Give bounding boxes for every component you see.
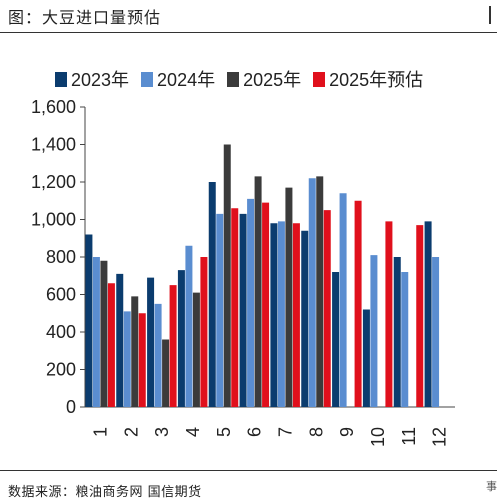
x-tick-label: 4 bbox=[183, 427, 203, 437]
bar-s2025f-6 bbox=[262, 202, 270, 407]
legend-swatch-2025-forecast bbox=[313, 71, 326, 87]
y-tick-label: 200 bbox=[46, 360, 76, 380]
data-source-note: 数据来源：粮油商务网 国信期货 bbox=[8, 485, 202, 500]
legend-item-2023: 2023年 bbox=[55, 66, 129, 92]
bar-s2024-10 bbox=[370, 255, 378, 407]
legend-label-2025-forecast: 2025年预估 bbox=[329, 70, 424, 90]
bar-s2024-8 bbox=[308, 178, 316, 407]
y-tick-label: 1,000 bbox=[31, 210, 76, 230]
x-tick-label: 1 bbox=[90, 427, 110, 437]
bar-s2024-2 bbox=[123, 311, 131, 407]
bar-s2023-3 bbox=[147, 277, 155, 407]
y-tick-label: 800 bbox=[46, 247, 76, 267]
x-tick-label: 9 bbox=[337, 427, 357, 437]
legend-item-2025-forecast: 2025年预估 bbox=[313, 66, 423, 92]
bar-s2025-2 bbox=[131, 296, 139, 407]
legend-label-2024: 2024年 bbox=[157, 70, 216, 90]
legend-item-2025: 2025年 bbox=[227, 66, 301, 92]
legend-swatch-2025 bbox=[227, 71, 240, 87]
bar-s2023-11 bbox=[393, 257, 401, 407]
y-tick-label: 600 bbox=[46, 285, 76, 305]
x-tick-label: 12 bbox=[430, 427, 450, 447]
page-edge-char: 事 bbox=[486, 480, 497, 493]
bar-s2025f-11 bbox=[416, 225, 424, 407]
bar-s2025f-5 bbox=[231, 208, 239, 407]
bar-s2025f-4 bbox=[200, 257, 208, 407]
bar-s2024-5 bbox=[216, 213, 224, 407]
bar-s2024-6 bbox=[247, 198, 255, 407]
bar-s2023-5 bbox=[208, 182, 216, 407]
x-tick-label: 7 bbox=[275, 427, 295, 437]
bar-s2024-7 bbox=[277, 221, 285, 407]
bar-s2023-10 bbox=[362, 309, 370, 407]
y-tick-label: 1,200 bbox=[31, 172, 76, 192]
bar-s2024-12 bbox=[432, 257, 440, 407]
bar-s2025-8 bbox=[316, 176, 324, 407]
bar-s2025-7 bbox=[285, 187, 293, 407]
bar-s2025f-1 bbox=[107, 283, 115, 407]
bar-s2025f-8 bbox=[323, 210, 331, 407]
bar-s2024-3 bbox=[154, 303, 162, 407]
bar-s2023-12 bbox=[424, 221, 432, 407]
bar-s2025-4 bbox=[192, 292, 200, 407]
x-tick-label: 11 bbox=[399, 427, 419, 446]
bar-s2025-5 bbox=[223, 144, 231, 407]
bar-s2024-1 bbox=[92, 257, 100, 407]
bar-s2023-4 bbox=[177, 270, 185, 407]
bar-s2025f-2 bbox=[138, 313, 146, 407]
bar-s2023-8 bbox=[301, 230, 309, 407]
legend-item-2024: 2024年 bbox=[141, 66, 215, 92]
y-tick-label: 1,600 bbox=[31, 97, 76, 117]
x-tick-label: 10 bbox=[368, 427, 388, 447]
x-tick-label: 6 bbox=[245, 427, 265, 437]
y-tick-label: 0 bbox=[66, 397, 76, 417]
page-edge-marker bbox=[489, 6, 491, 24]
bar-s2023-9 bbox=[332, 272, 340, 407]
bar-s2025-6 bbox=[254, 176, 262, 407]
bar-s2024-4 bbox=[185, 245, 193, 407]
title-divider bbox=[0, 32, 497, 33]
chart-legend: 2023年 2024年 2025年 2025年预估 bbox=[55, 66, 423, 92]
source-divider bbox=[0, 470, 497, 471]
bar-s2025-3 bbox=[162, 339, 170, 407]
x-tick-label: 2 bbox=[121, 427, 141, 437]
x-tick-label: 8 bbox=[306, 427, 326, 437]
bar-s2025f-3 bbox=[169, 285, 177, 407]
bar-s2024-9 bbox=[339, 193, 347, 407]
legend-swatch-2023 bbox=[55, 71, 67, 87]
bar-s2023-6 bbox=[239, 213, 247, 407]
bar-s2025f-9 bbox=[354, 200, 362, 407]
legend-label-2023: 2023年 bbox=[71, 70, 130, 90]
y-tick-label: 1,400 bbox=[31, 135, 76, 155]
y-tick-label: 400 bbox=[46, 322, 76, 342]
bar-s2023-1 bbox=[85, 234, 93, 407]
legend-label-2025: 2025年 bbox=[243, 70, 302, 90]
bar-s2023-7 bbox=[270, 223, 278, 407]
bar-s2025f-10 bbox=[385, 221, 393, 407]
bar-s2023-2 bbox=[116, 273, 124, 407]
bar-s2024-11 bbox=[401, 272, 409, 407]
x-tick-label: 3 bbox=[152, 427, 172, 437]
legend-swatch-2024 bbox=[141, 71, 154, 87]
x-tick-label: 5 bbox=[214, 427, 234, 437]
bar-s2025f-7 bbox=[292, 223, 300, 407]
chart-figure-title: 图：大豆进口量预估 bbox=[8, 8, 162, 27]
bar-s2025-1 bbox=[100, 260, 108, 407]
